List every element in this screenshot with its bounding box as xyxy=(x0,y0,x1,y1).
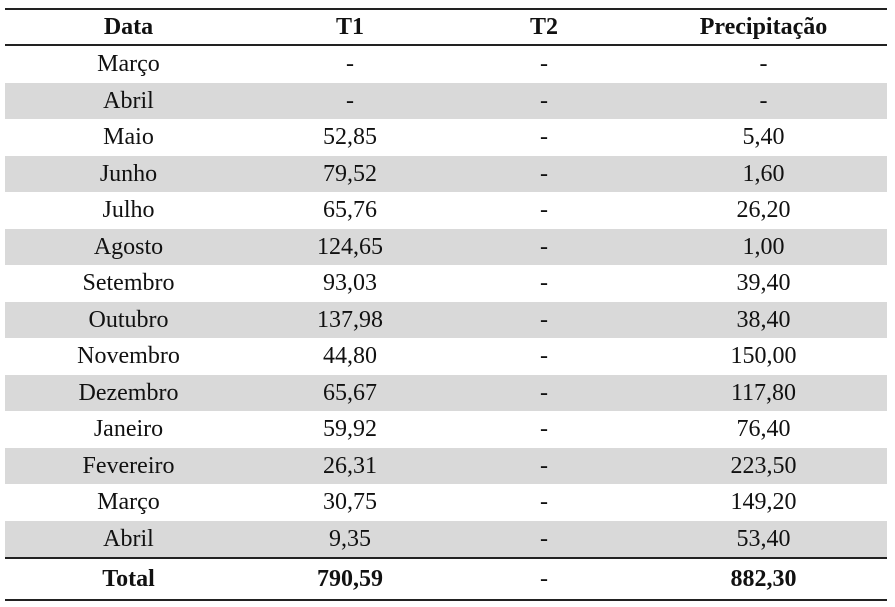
table-cell: 52,85 xyxy=(323,124,377,151)
table-cell: - xyxy=(540,416,548,443)
table-header: Data T1 T2 Precipitação xyxy=(5,8,887,46)
table-cell: - xyxy=(448,82,640,119)
table-cell: 79,52 xyxy=(252,155,448,192)
header-row: Data T1 T2 Precipitação xyxy=(5,8,887,46)
table-cell: - xyxy=(759,51,768,78)
table-cell: - xyxy=(252,82,448,119)
table-cell: - xyxy=(448,520,640,558)
table-cell: 65,67 xyxy=(252,374,448,411)
table-cell: Abril xyxy=(5,82,252,119)
table-cell: 150,00 xyxy=(730,343,797,370)
table-cell: Outubro xyxy=(5,301,252,338)
table-cell: Dezembro xyxy=(5,374,252,411)
table-row: Abril - - - xyxy=(5,82,887,119)
table-cell: Maio xyxy=(103,124,154,151)
table-cell: 44,80 xyxy=(323,343,377,370)
table-row: Junho 79,52-1,60 xyxy=(5,155,887,192)
table-cell: 117,80 xyxy=(640,374,887,411)
data-table: Data T1 T2 Precipitação Março - - - Abril - - - Mai… xyxy=(5,8,887,601)
table-cell: Junho xyxy=(5,155,252,192)
table-cell: Fevereiro xyxy=(5,447,252,484)
table-cell: 38,40 xyxy=(640,301,887,338)
table-cell: 93,03 xyxy=(323,270,377,297)
table-cell: 124,65 xyxy=(252,228,448,265)
table-row: Janeiro 59,92 - 76,40 xyxy=(5,411,887,448)
table-body: Março - - - Abril - - - Maio 52,85-5,40 Junho 79,52… xyxy=(5,45,887,558)
table-cell: - xyxy=(448,374,640,411)
table-row: Março - - - xyxy=(5,45,887,83)
table-row: Fevereiro 26,31-223,50 xyxy=(5,447,887,484)
total-cell: 790,59 xyxy=(252,557,448,601)
header-cell: Precipitação xyxy=(640,8,887,46)
table-row: Julho 65,76 - 26,20 xyxy=(5,192,887,229)
table-cell: Agosto xyxy=(5,228,252,265)
table-cell: - xyxy=(540,51,548,78)
total-cell: Total xyxy=(5,557,252,601)
table-cell: - xyxy=(346,51,354,78)
table-cell: - xyxy=(448,228,640,265)
table-cell: Novembro xyxy=(77,343,180,370)
header-cell: T1 xyxy=(252,8,448,46)
table-row: Abril 9,35-53,40 xyxy=(5,520,887,558)
total-row: Total 790,59-882,30 xyxy=(5,557,887,601)
table-cell: - xyxy=(540,197,548,224)
table-cell: - xyxy=(448,447,640,484)
table-cell: 137,98 xyxy=(252,301,448,338)
table-cell: 9,35 xyxy=(252,520,448,558)
table-cell: - xyxy=(448,155,640,192)
table-row: Outubro 137,98-38,40 xyxy=(5,301,887,338)
table-cell: Setembro xyxy=(82,270,175,297)
table-cell: 1,00 xyxy=(640,228,887,265)
table-row: Dezembro 65,67-117,80 xyxy=(5,374,887,411)
table-cell: Abril xyxy=(5,520,252,558)
table-cell: Março xyxy=(97,51,160,78)
table-cell: - xyxy=(540,124,548,151)
total-cell: 882,30 xyxy=(640,557,887,601)
table-cell: 39,40 xyxy=(736,270,791,297)
total-cell: - xyxy=(448,557,640,601)
header-cell: T2 xyxy=(448,8,640,46)
table-cell: 65,76 xyxy=(323,197,377,224)
table-cell: Janeiro xyxy=(93,416,164,443)
table-cell: 1,60 xyxy=(640,155,887,192)
table-row: Agosto 124,65-1,00 xyxy=(5,228,887,265)
table-cell: 149,20 xyxy=(730,489,797,516)
table-cell: 76,40 xyxy=(736,416,791,443)
table-cell: 53,40 xyxy=(640,520,887,558)
table-cell: - xyxy=(540,343,548,370)
table-row: Maio 52,85 - 5,40 xyxy=(5,119,887,156)
table-cell: 223,50 xyxy=(640,447,887,484)
table-row: Novembro 44,80 - 150,00 xyxy=(5,338,887,375)
table-cell: 26,31 xyxy=(252,447,448,484)
table-footer: Total 790,59-882,30 xyxy=(5,557,887,601)
table-cell: - xyxy=(640,82,887,119)
table-cell: 59,92 xyxy=(323,416,377,443)
header-cell: Data xyxy=(5,8,252,46)
table-cell: 5,40 xyxy=(742,124,785,151)
table-cell: - xyxy=(540,489,548,516)
table-cell: Março xyxy=(97,489,160,516)
table-cell: Julho xyxy=(102,197,155,224)
table-cell: - xyxy=(540,270,548,297)
table-cell: 30,75 xyxy=(323,489,377,516)
table-row: Setembro 93,03 - 39,40 xyxy=(5,265,887,302)
table-cell: 26,20 xyxy=(736,197,791,224)
table-row: Março 30,75 - 149,20 xyxy=(5,484,887,521)
table-cell: - xyxy=(448,301,640,338)
